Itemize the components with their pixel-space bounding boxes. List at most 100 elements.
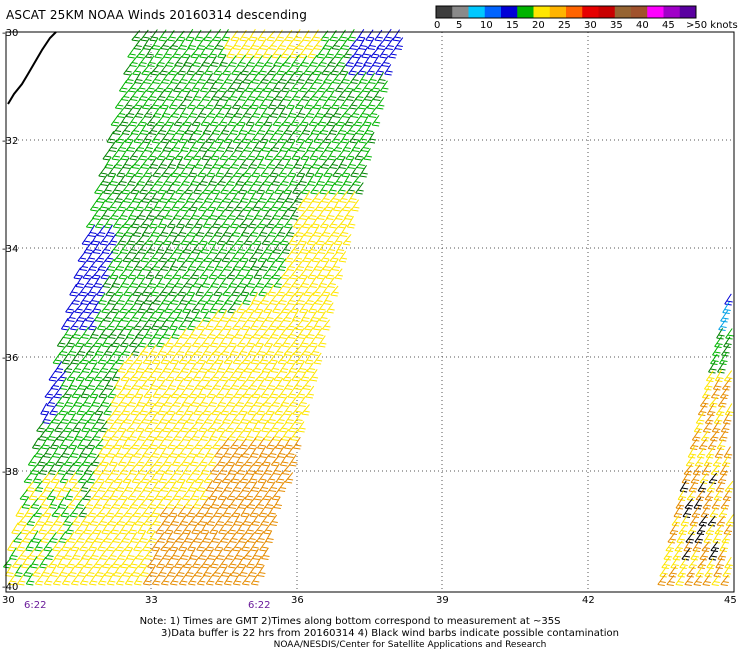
wind-barb bbox=[143, 326, 153, 339]
wind-barb bbox=[195, 505, 204, 518]
wind-barb bbox=[127, 47, 136, 59]
wind-barb bbox=[277, 39, 286, 50]
wind-barb bbox=[222, 63, 231, 76]
wind-barb bbox=[208, 394, 217, 407]
wind-barb bbox=[221, 250, 231, 263]
wind-barb bbox=[256, 531, 265, 543]
wind-barb bbox=[213, 505, 222, 518]
wind-barb bbox=[346, 215, 356, 229]
wind-barb bbox=[148, 530, 157, 543]
wind-barb bbox=[75, 275, 84, 288]
wind-barb bbox=[255, 55, 264, 67]
wind-barb bbox=[157, 343, 167, 356]
wind-barb bbox=[279, 454, 289, 467]
wind-barb bbox=[102, 370, 112, 382]
wind-barb bbox=[312, 285, 321, 297]
wind-barb bbox=[70, 539, 79, 552]
longitude-labels: 30 33 36 39 42 45 bbox=[2, 595, 737, 606]
wind-barb bbox=[96, 506, 106, 518]
wind-barb bbox=[158, 470, 168, 484]
wind-barb bbox=[245, 335, 255, 348]
wind-barb bbox=[236, 429, 245, 441]
wind-barb bbox=[246, 55, 255, 67]
wind-barb bbox=[119, 522, 128, 535]
wind-barb bbox=[720, 574, 729, 586]
wind-barb bbox=[166, 530, 175, 543]
wind-barb bbox=[303, 284, 312, 297]
wind-barb bbox=[303, 191, 312, 203]
wind-barb bbox=[252, 328, 261, 339]
wind-barb bbox=[348, 96, 358, 110]
wind-barb bbox=[61, 538, 70, 552]
wind-barb bbox=[57, 370, 67, 382]
wind-barb bbox=[61, 573, 71, 586]
wind-barb bbox=[359, 165, 368, 178]
wind-barb bbox=[152, 166, 161, 178]
wind-barb bbox=[203, 378, 212, 390]
wind-barb bbox=[127, 489, 137, 501]
wind-barb bbox=[251, 166, 260, 178]
wind-barb bbox=[25, 573, 35, 586]
wind-barb bbox=[67, 531, 76, 543]
wind-barb bbox=[79, 574, 89, 586]
wind-barb bbox=[342, 233, 352, 246]
wind-barb bbox=[268, 131, 278, 144]
wind-barb bbox=[289, 207, 299, 220]
wind-barb bbox=[72, 361, 82, 373]
lon-tick-label: 33 bbox=[145, 595, 158, 606]
wind-barb bbox=[194, 249, 204, 263]
wind-barb bbox=[96, 225, 106, 237]
wind-barb bbox=[321, 96, 331, 110]
wind-barb bbox=[206, 293, 215, 305]
wind-barb bbox=[111, 276, 120, 288]
wind-barb bbox=[41, 472, 51, 484]
wind-barb bbox=[135, 454, 145, 467]
wind-barb bbox=[128, 521, 137, 535]
wind-barb bbox=[157, 183, 166, 195]
wind-barb bbox=[315, 233, 325, 246]
wind-barb bbox=[236, 463, 246, 475]
wind-barb bbox=[201, 276, 210, 288]
wind-barb bbox=[191, 301, 200, 314]
wind-barb bbox=[262, 208, 272, 220]
wind-barb bbox=[98, 165, 108, 178]
wind-barb bbox=[23, 472, 33, 484]
wind-barb bbox=[182, 428, 191, 441]
wind-barb bbox=[222, 191, 231, 203]
wind-barb bbox=[257, 378, 266, 390]
wind-barb bbox=[103, 343, 113, 356]
wind-barb bbox=[101, 335, 111, 348]
wind-barb bbox=[159, 190, 168, 203]
wind-barb bbox=[194, 379, 203, 390]
wind-barb bbox=[379, 47, 388, 59]
wind-barb bbox=[279, 421, 288, 433]
wind-barb bbox=[333, 140, 342, 152]
wind-barb bbox=[242, 513, 251, 526]
wind-barb bbox=[140, 378, 149, 390]
wind-barb bbox=[154, 267, 163, 280]
wind-barb bbox=[205, 351, 215, 365]
legend-label: 10 bbox=[480, 20, 493, 31]
wind-barb bbox=[277, 131, 287, 144]
wind-barb bbox=[116, 386, 126, 399]
wind-barb bbox=[282, 89, 292, 101]
wind-barb bbox=[241, 37, 250, 50]
wind-barb bbox=[372, 89, 382, 101]
wind-barb bbox=[190, 395, 199, 407]
wind-barb bbox=[34, 538, 43, 552]
wind-barb bbox=[250, 258, 259, 271]
wind-barb bbox=[217, 174, 226, 186]
wind-barb bbox=[149, 157, 158, 169]
wind-barb bbox=[342, 140, 351, 152]
wind-barb bbox=[261, 547, 270, 560]
wind-barb bbox=[264, 88, 274, 101]
wind-barb bbox=[263, 242, 273, 254]
wind-barb bbox=[231, 225, 241, 237]
wind-barb bbox=[103, 403, 112, 416]
wind-barb bbox=[70, 481, 80, 492]
wind-barb bbox=[131, 251, 141, 263]
wind-barb bbox=[210, 149, 219, 161]
wind-barb bbox=[150, 64, 159, 76]
wind-barb bbox=[232, 319, 241, 331]
wind-barb bbox=[139, 403, 148, 416]
